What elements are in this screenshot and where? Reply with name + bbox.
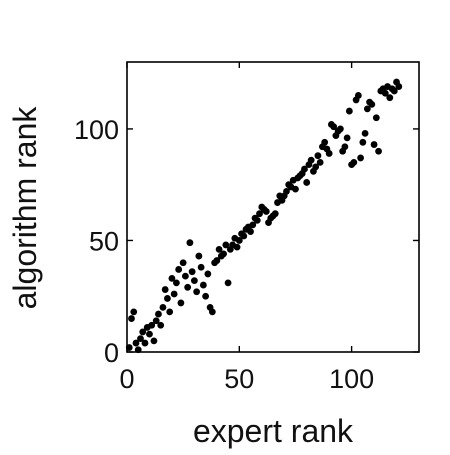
data-point (316, 158, 324, 166)
data-point (170, 290, 178, 298)
data-point (370, 141, 378, 148)
data-points (125, 78, 403, 354)
data-point (375, 147, 382, 155)
y-tick-label: 100 (74, 115, 119, 145)
data-point (325, 150, 333, 157)
data-point (240, 232, 248, 240)
data-point (253, 216, 261, 224)
data-point (233, 243, 241, 251)
data-point (204, 270, 212, 278)
data-point (193, 288, 201, 296)
data-point (177, 299, 185, 307)
data-point (372, 114, 380, 122)
data-point (188, 268, 196, 276)
data-point (341, 143, 349, 151)
data-point (336, 125, 344, 133)
data-point (381, 89, 389, 97)
data-point (345, 107, 353, 115)
data-point (125, 344, 133, 351)
data-point (197, 263, 205, 271)
data-point (148, 321, 156, 329)
data-point (386, 94, 394, 102)
y-tick-label: 50 (89, 226, 119, 256)
data-point (220, 250, 227, 258)
data-point (182, 272, 189, 280)
data-point (262, 208, 270, 215)
data-point (359, 138, 367, 146)
x-axis-label: expert rank (193, 413, 354, 449)
data-point (168, 274, 176, 282)
data-point (186, 239, 194, 247)
data-point (363, 105, 371, 113)
data-point (330, 123, 338, 131)
data-point (184, 283, 192, 291)
data-point (256, 210, 263, 218)
data-point (222, 241, 230, 249)
data-point (150, 337, 158, 345)
data-point (164, 295, 171, 302)
data-point (130, 308, 138, 316)
data-point (215, 245, 223, 253)
data-point (139, 328, 147, 336)
data-point (202, 292, 210, 300)
data-point (314, 152, 322, 160)
data-point (247, 228, 254, 235)
x-tick-label: 50 (224, 364, 254, 394)
data-point (152, 317, 160, 325)
data-point (390, 87, 398, 95)
data-point (303, 179, 311, 186)
data-point (368, 100, 376, 108)
data-point (343, 134, 351, 142)
data-point (357, 154, 364, 162)
data-point (157, 321, 165, 329)
data-point (179, 259, 187, 267)
data-point (350, 158, 358, 166)
data-point (271, 210, 279, 218)
data-point (132, 339, 140, 347)
data-point (213, 257, 221, 264)
data-point (312, 163, 320, 171)
data-point (146, 330, 153, 338)
data-point (224, 279, 232, 287)
data-point (137, 335, 144, 343)
plot-area (126, 61, 420, 353)
data-point (361, 129, 369, 137)
data-point (301, 165, 308, 173)
data-point (354, 92, 362, 99)
data-point (161, 286, 169, 293)
data-point (321, 138, 329, 146)
data-point (175, 266, 183, 273)
data-point (155, 310, 162, 318)
data-point (208, 308, 216, 316)
data-point (395, 83, 403, 90)
data-point (292, 185, 299, 193)
x-tick-label: 100 (329, 364, 374, 394)
data-point (195, 252, 203, 260)
data-point (128, 315, 135, 322)
data-point (141, 339, 149, 347)
data-point (199, 281, 207, 289)
data-point (249, 221, 257, 229)
data-point (173, 279, 180, 287)
data-point (166, 308, 174, 316)
data-point (159, 303, 167, 311)
y-axis-label: algorithm rank (7, 106, 43, 310)
y-tick-label: 0 (104, 338, 119, 368)
data-point (134, 346, 142, 354)
axis-ticks: 0 50 100 0 50 100 (74, 62, 419, 394)
x-tick-label: 0 (119, 364, 134, 394)
data-point (283, 187, 290, 195)
data-point (235, 237, 243, 244)
data-point (190, 277, 198, 285)
data-point (307, 156, 315, 164)
